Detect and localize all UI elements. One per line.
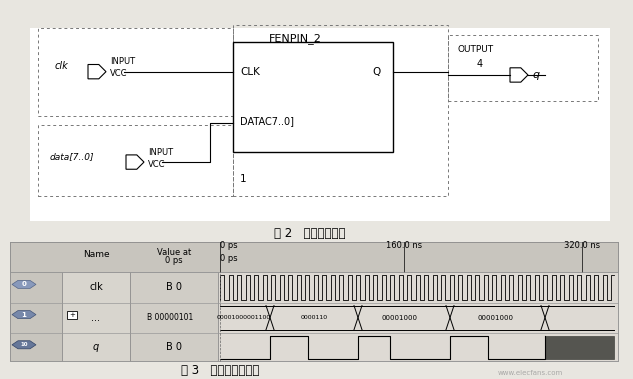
Text: 10: 10 xyxy=(20,342,28,347)
Text: B 00000101: B 00000101 xyxy=(147,313,193,322)
Text: 00001000001100: 00001000001100 xyxy=(217,315,271,320)
Text: Name: Name xyxy=(83,250,110,259)
Text: www.elecfans.com: www.elecfans.com xyxy=(498,370,563,376)
Text: clk: clk xyxy=(55,61,69,71)
Bar xyxy=(38,125,233,196)
Text: 1: 1 xyxy=(22,312,27,318)
Bar xyxy=(30,28,610,221)
Text: 0: 0 xyxy=(22,281,27,287)
Text: ...: ... xyxy=(92,313,101,323)
Text: B 0: B 0 xyxy=(166,282,182,293)
Bar xyxy=(10,242,618,273)
Bar xyxy=(233,25,448,196)
Text: 0 ps: 0 ps xyxy=(220,241,237,250)
Text: clk: clk xyxy=(89,282,103,293)
Polygon shape xyxy=(12,341,36,349)
Text: B 0: B 0 xyxy=(166,342,182,352)
Text: 1: 1 xyxy=(240,174,247,183)
Text: 4: 4 xyxy=(477,59,483,69)
Bar xyxy=(62,242,130,361)
Text: 320.0 ns: 320.0 ns xyxy=(564,241,600,250)
Text: 图 2   分频器原理图: 图 2 分频器原理图 xyxy=(274,227,346,240)
Polygon shape xyxy=(126,155,144,169)
Text: 00001000: 00001000 xyxy=(477,315,513,321)
Text: CLK: CLK xyxy=(240,67,260,77)
Text: +: + xyxy=(69,312,75,318)
Text: Q: Q xyxy=(372,67,380,77)
Text: 0 ps: 0 ps xyxy=(165,256,183,265)
Text: 0000110: 0000110 xyxy=(301,315,327,320)
Text: q: q xyxy=(532,70,539,80)
Text: DATAC7..0]: DATAC7..0] xyxy=(240,116,294,126)
Text: OUTPUT: OUTPUT xyxy=(458,45,494,54)
Bar xyxy=(67,310,77,319)
Bar xyxy=(38,28,233,116)
Bar xyxy=(545,336,614,359)
Bar xyxy=(10,242,618,361)
Text: INPUT: INPUT xyxy=(148,148,173,157)
Text: Value at: Value at xyxy=(157,248,191,257)
Text: VCC: VCC xyxy=(148,160,165,169)
Text: data[7..0]: data[7..0] xyxy=(50,152,94,161)
Bar xyxy=(218,242,618,361)
Text: 图 3   分频器仿真波形: 图 3 分频器仿真波形 xyxy=(181,365,259,377)
Polygon shape xyxy=(12,310,36,319)
Text: INPUT: INPUT xyxy=(110,57,135,66)
Bar xyxy=(10,242,62,361)
Polygon shape xyxy=(88,64,106,79)
Bar xyxy=(448,35,598,102)
Text: VCC: VCC xyxy=(110,69,127,78)
Text: 00001000: 00001000 xyxy=(382,315,418,321)
Text: FENPIN_2: FENPIN_2 xyxy=(268,33,322,44)
Text: q: q xyxy=(93,342,99,352)
Polygon shape xyxy=(12,280,36,288)
Text: 0 ps: 0 ps xyxy=(220,254,237,263)
Text: 160.0 ns: 160.0 ns xyxy=(386,241,422,250)
Polygon shape xyxy=(510,68,528,82)
Bar xyxy=(130,242,218,361)
Bar xyxy=(233,42,393,152)
